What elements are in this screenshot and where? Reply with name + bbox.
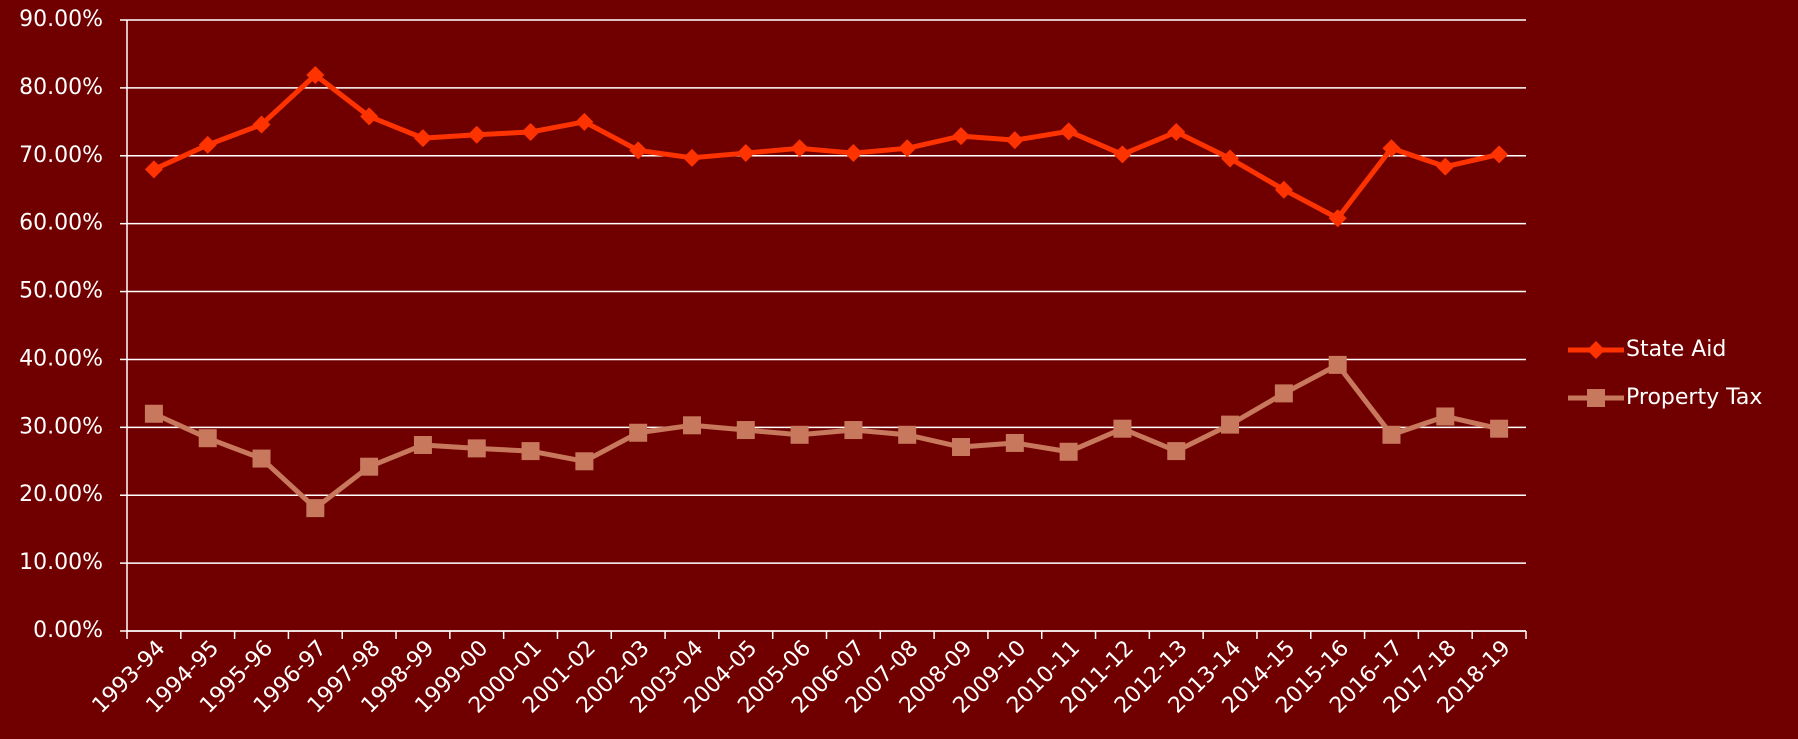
marker xyxy=(629,141,648,160)
marker xyxy=(306,499,325,518)
marker xyxy=(1436,157,1455,176)
y-tick-label: 60.00% xyxy=(19,211,103,236)
marker xyxy=(1221,415,1240,434)
marker xyxy=(952,127,971,146)
marker xyxy=(682,416,701,435)
marker xyxy=(1587,389,1605,407)
marker xyxy=(1382,425,1401,444)
marker xyxy=(144,160,163,179)
series-line xyxy=(152,362,1500,511)
marker xyxy=(844,421,863,440)
y-tick-label: 90.00% xyxy=(19,7,103,32)
marker xyxy=(736,421,755,440)
marker xyxy=(1274,384,1293,403)
marker xyxy=(1167,442,1186,461)
marker xyxy=(1167,123,1186,142)
marker xyxy=(1328,209,1347,228)
marker xyxy=(898,425,917,444)
marker xyxy=(1382,139,1401,158)
marker xyxy=(252,115,271,134)
marker xyxy=(252,449,271,468)
marker xyxy=(575,112,594,131)
marker xyxy=(736,144,755,163)
marker xyxy=(1059,122,1078,141)
marker xyxy=(1328,355,1347,374)
series-line xyxy=(152,72,1500,221)
y-tick-label: 30.00% xyxy=(19,414,103,439)
marker xyxy=(575,452,594,471)
marker xyxy=(1490,145,1509,164)
marker xyxy=(1587,341,1605,359)
y-tick-label: 70.00% xyxy=(19,143,103,168)
y-tick-label: 20.00% xyxy=(19,482,103,507)
marker xyxy=(898,139,917,158)
y-tick-label: 80.00% xyxy=(19,75,103,100)
marker xyxy=(144,404,163,423)
marker xyxy=(521,123,540,142)
marker xyxy=(413,129,432,148)
marker xyxy=(1274,180,1293,199)
marker xyxy=(360,107,379,126)
marker xyxy=(360,457,379,476)
y-tick-label: 0.00% xyxy=(33,618,103,643)
marker xyxy=(952,438,971,457)
marker xyxy=(844,144,863,163)
marker xyxy=(629,423,648,442)
y-tick-label: 50.00% xyxy=(19,279,103,304)
legend-label: Property Tax xyxy=(1626,385,1762,410)
marker xyxy=(1005,433,1024,452)
marker xyxy=(790,139,809,158)
marker xyxy=(198,135,217,154)
marker xyxy=(521,442,540,461)
y-tick-label: 40.00% xyxy=(19,346,103,371)
y-tick-label: 10.00% xyxy=(19,550,103,575)
marker xyxy=(306,65,325,84)
marker xyxy=(1113,145,1132,164)
marker xyxy=(1005,131,1024,150)
marker xyxy=(1113,419,1132,438)
marker xyxy=(1490,419,1509,438)
marker xyxy=(413,435,432,454)
marker xyxy=(682,148,701,167)
marker xyxy=(467,125,486,144)
marker xyxy=(1059,442,1078,461)
legend-label: State Aid xyxy=(1626,337,1726,362)
marker xyxy=(1221,149,1240,168)
marker xyxy=(1436,407,1455,426)
marker xyxy=(467,439,486,458)
marker xyxy=(790,425,809,444)
marker xyxy=(198,429,217,448)
